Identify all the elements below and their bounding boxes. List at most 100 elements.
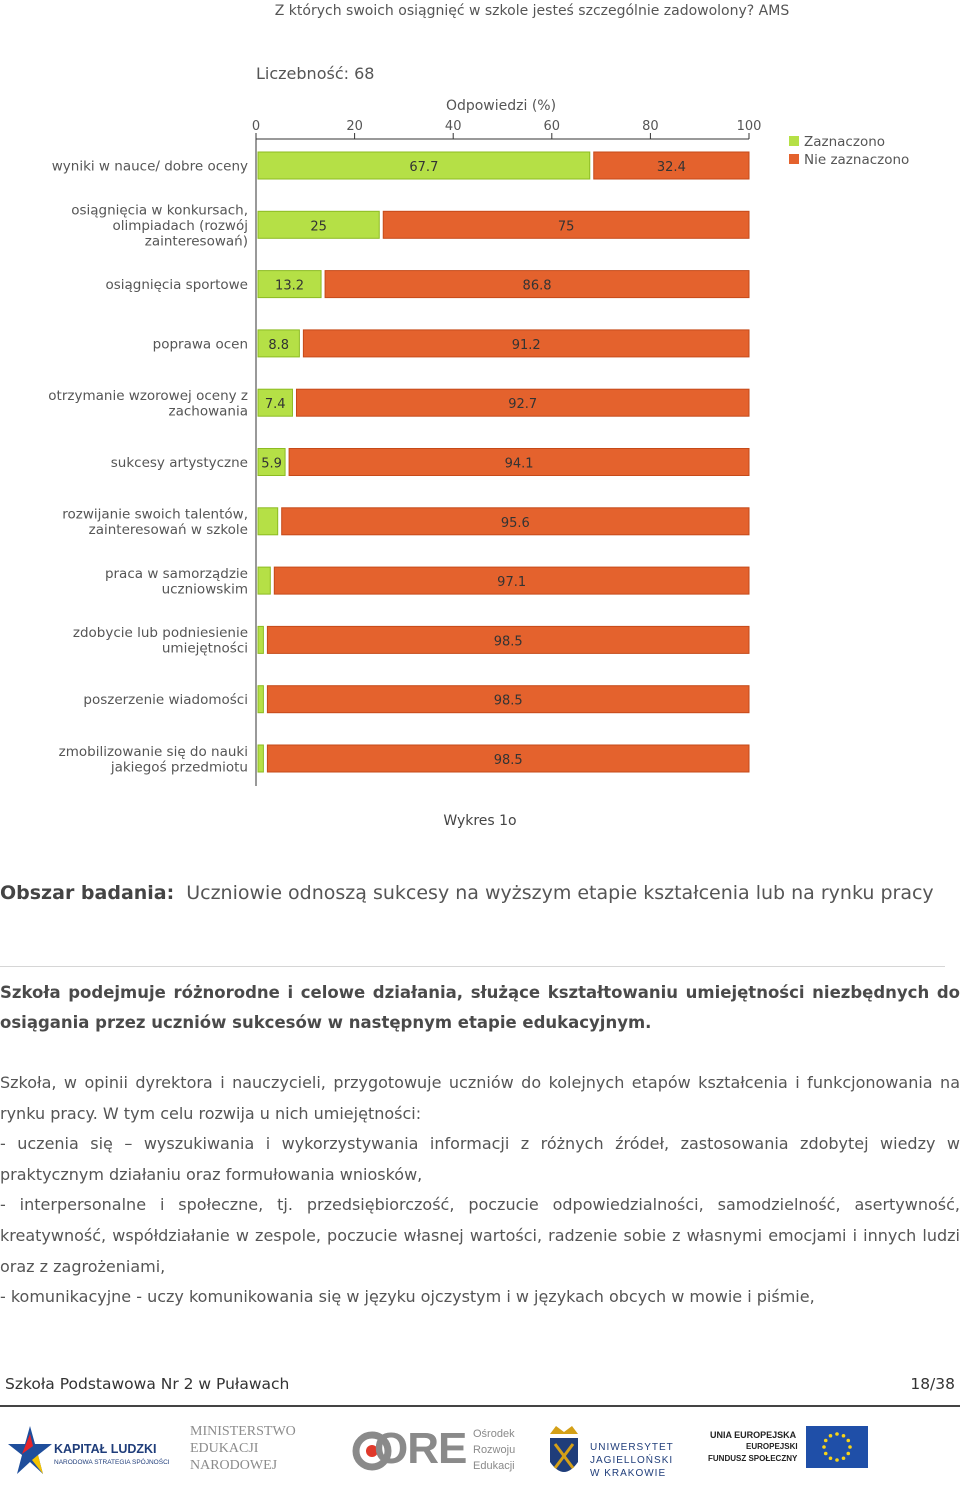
bar-value-label: 98.5 [494, 634, 523, 649]
category-label: praca w samorządzie [105, 566, 248, 582]
bar-nie-zaznaczono [324, 270, 750, 299]
legend: Zaznaczono Nie zaznaczono [789, 134, 909, 168]
body-paragraph: - interpersonalne i społeczne, tj. przed… [0, 1195, 960, 1276]
legend-swatch [789, 136, 799, 146]
bar-value-label: 67.7 [409, 160, 438, 175]
x-tick-label: 80 [642, 119, 659, 134]
x-axis-label: Odpowiedzi (%) [446, 98, 556, 114]
bar-nie-zaznaczono [288, 448, 750, 476]
sponsor-logos: KAPITAŁ LUDZKI NARODOWA STRATEGIA SPÓJNO… [0, 1412, 960, 1496]
bar-value-label: 98.5 [494, 753, 523, 768]
category-label: otrzymanie wzorowej oceny z [48, 388, 248, 404]
ore-line-3: Edukacji [473, 1460, 515, 1472]
ore-line-2: Rozwoju [473, 1444, 516, 1456]
x-tick-label: 60 [544, 119, 561, 134]
uj-line-3: W KRAKOWIE [590, 1468, 667, 1479]
ore-mark: ORE [374, 1424, 467, 1473]
eu-star-icon [841, 1456, 846, 1461]
bars: 67.7 32.4 25 75 13.2 86.8 8.8 91.2 7.4 92.7 5.9 94.… [257, 151, 750, 773]
category-label: poprawa ocen [153, 336, 248, 352]
bar-nie-zaznaczono [382, 210, 750, 239]
body-paragraph: Szkoła, w opinii dyrektora i nauczycieli… [0, 1073, 960, 1123]
x-tick-label: 20 [346, 119, 363, 134]
ore-logo: ORE Ośrodek Rozwoju Edukacji [352, 1424, 527, 1486]
kapital-sub: NARODOWA STRATEGIA SPÓJNOŚCI [54, 1459, 170, 1466]
uj-crest-icon [550, 1426, 578, 1472]
ore-line-1: Ośrodek [473, 1428, 515, 1440]
category-label: osiągnięcia sportowe [105, 277, 248, 293]
eu-star-icon [828, 1456, 833, 1461]
category-label: sukcesy artystyczne [111, 455, 248, 471]
bar-zaznaczono [257, 448, 286, 476]
x-axis-ticks: 0 20 40 60 80 100 [252, 119, 762, 140]
body-text: Szkoła, w opinii dyrektora i nauczycieli… [0, 1068, 960, 1313]
ue-logo: UNIA EUROPEJSKA EUROPEJSKI FUNDUSZ SPOŁE… [706, 1426, 871, 1480]
category-label: zachowania [169, 403, 249, 419]
ore-ring-icon [352, 1431, 392, 1471]
bar-value-label: 7.4 [265, 397, 286, 412]
footer-page-number: 18/38 [910, 1375, 955, 1393]
category-label: zainteresowań w szkole [89, 522, 248, 538]
category-label: uczniowskim [162, 581, 248, 597]
bar-nie-zaznaczono [266, 744, 750, 773]
bar-zaznaczono [257, 388, 293, 417]
legend-label: Nie zaznaczono [804, 152, 909, 168]
chart-title: Z których swoich osiągnięć w szkole jest… [275, 3, 790, 19]
bar-value-label: 86.8 [523, 279, 552, 294]
eu-star-icon [846, 1438, 851, 1443]
bar-zaznaczono [257, 744, 264, 773]
men-line-2: EDUKACJI [190, 1441, 259, 1456]
research-area-label: Obszar badania: [0, 882, 175, 904]
eu-star-icon [828, 1433, 833, 1438]
bar-nie-zaznaczono [281, 507, 750, 536]
footer-divider [0, 1405, 960, 1407]
x-tick-label: 100 [737, 119, 762, 134]
page-footer: Szkoła Podstawowa Nr 2 w Puławach 18/38 [0, 1375, 960, 1395]
bar-value-label: 97.1 [497, 575, 526, 590]
bar-value-label: 92.7 [508, 397, 537, 412]
category-label: wyniki w nauce/ dobre oceny [52, 159, 248, 175]
bar-nie-zaznaczono [295, 388, 750, 417]
bar-zaznaczono [257, 151, 591, 180]
x-tick-label: 40 [445, 119, 462, 134]
eu-star-icon [846, 1451, 851, 1456]
bar-value-label: 75 [558, 219, 575, 234]
ue-line-3: FUNDUSZ SPOŁECZNY [708, 1454, 798, 1463]
eu-star-icon [835, 1458, 839, 1462]
kapital-title: KAPITAŁ LUDZKI [54, 1442, 157, 1456]
star-icon [8, 1426, 52, 1474]
body-paragraph: - uczenia się – wyszukiwania i wykorzyst… [0, 1134, 960, 1184]
bar-value-label: 13.2 [275, 279, 304, 294]
bar-zaznaczono [257, 566, 271, 595]
chart-subtitle: Liczebność: 68 [256, 64, 374, 83]
category-label: zainteresowań) [145, 233, 248, 249]
category-label: zmobilizowanie się do nauki [59, 744, 248, 760]
category-label: osiągnięcia w konkursach, [71, 202, 248, 218]
bar-zaznaczono [257, 270, 322, 299]
uj-logo: UNIWERSYTET JAGIELLOŃSKI W KRAKOWIE [546, 1422, 686, 1488]
men-logo: MINISTERSTWO EDUKACJI NARODOWEJ [190, 1424, 315, 1488]
bar-chart: Z których swoich osiągnięć w szkole jest… [48, 3, 909, 786]
bar-value-label: 95.6 [501, 516, 530, 531]
chart-caption: Wykres 1o [443, 813, 517, 829]
category-label: jakiegoś przedmiotu [110, 759, 248, 775]
uj-line-2: JAGIELLOŃSKI [590, 1455, 674, 1466]
eu-star-icon [835, 1432, 839, 1436]
eu-star-icon [841, 1433, 846, 1438]
bar-value-label: 32.4 [657, 160, 686, 175]
category-label: olimpiadach (rozwój [112, 218, 248, 234]
eu-star-icon [848, 1445, 852, 1449]
footer-school-name: Szkoła Podstawowa Nr 2 w Puławach [5, 1375, 290, 1393]
eu-star-icon [823, 1451, 828, 1456]
category-label: zdobycie lub podniesienie [73, 625, 248, 641]
bar-value-label: 98.5 [494, 694, 523, 709]
bar-nie-zaznaczono [593, 151, 750, 180]
ue-line-2: EUROPEJSKI [746, 1442, 798, 1451]
uj-line-1: UNIWERSYTET [590, 1442, 674, 1453]
legend-swatch [789, 154, 799, 164]
bar-value-label: 25 [310, 219, 327, 234]
research-area: Obszar badania: Uczniowie odnoszą sukcesy… [0, 876, 960, 911]
eu-star-icon [822, 1445, 826, 1449]
bar-value-label: 8.8 [268, 338, 289, 353]
bar-zaznaczono [257, 210, 380, 239]
